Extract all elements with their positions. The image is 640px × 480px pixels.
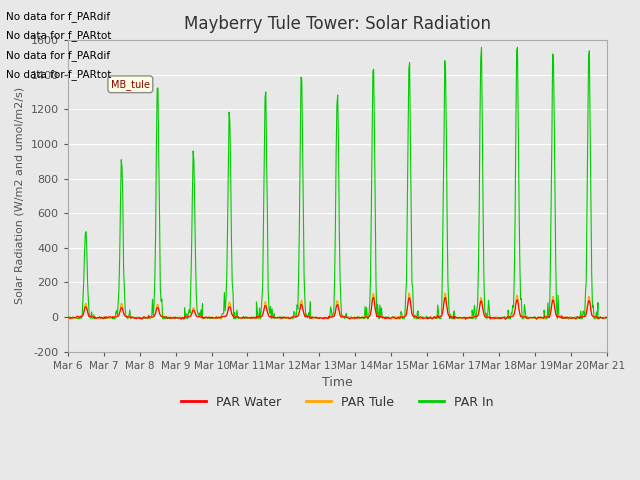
Text: No data for f_PARdif: No data for f_PARdif [6, 11, 111, 22]
Text: No data for f_PARtot: No data for f_PARtot [6, 30, 112, 41]
Title: Mayberry Tule Tower: Solar Radiation: Mayberry Tule Tower: Solar Radiation [184, 15, 491, 33]
Legend: PAR Water, PAR Tule, PAR In: PAR Water, PAR Tule, PAR In [176, 391, 499, 414]
Text: No data for f_PARdif: No data for f_PARdif [6, 49, 111, 60]
Text: MB_tule: MB_tule [111, 79, 150, 90]
Text: No data for f_PARtot: No data for f_PARtot [6, 69, 112, 80]
X-axis label: Time: Time [322, 376, 353, 389]
Y-axis label: Solar Radiation (W/m2 and umol/m2/s): Solar Radiation (W/m2 and umol/m2/s) [15, 87, 25, 304]
